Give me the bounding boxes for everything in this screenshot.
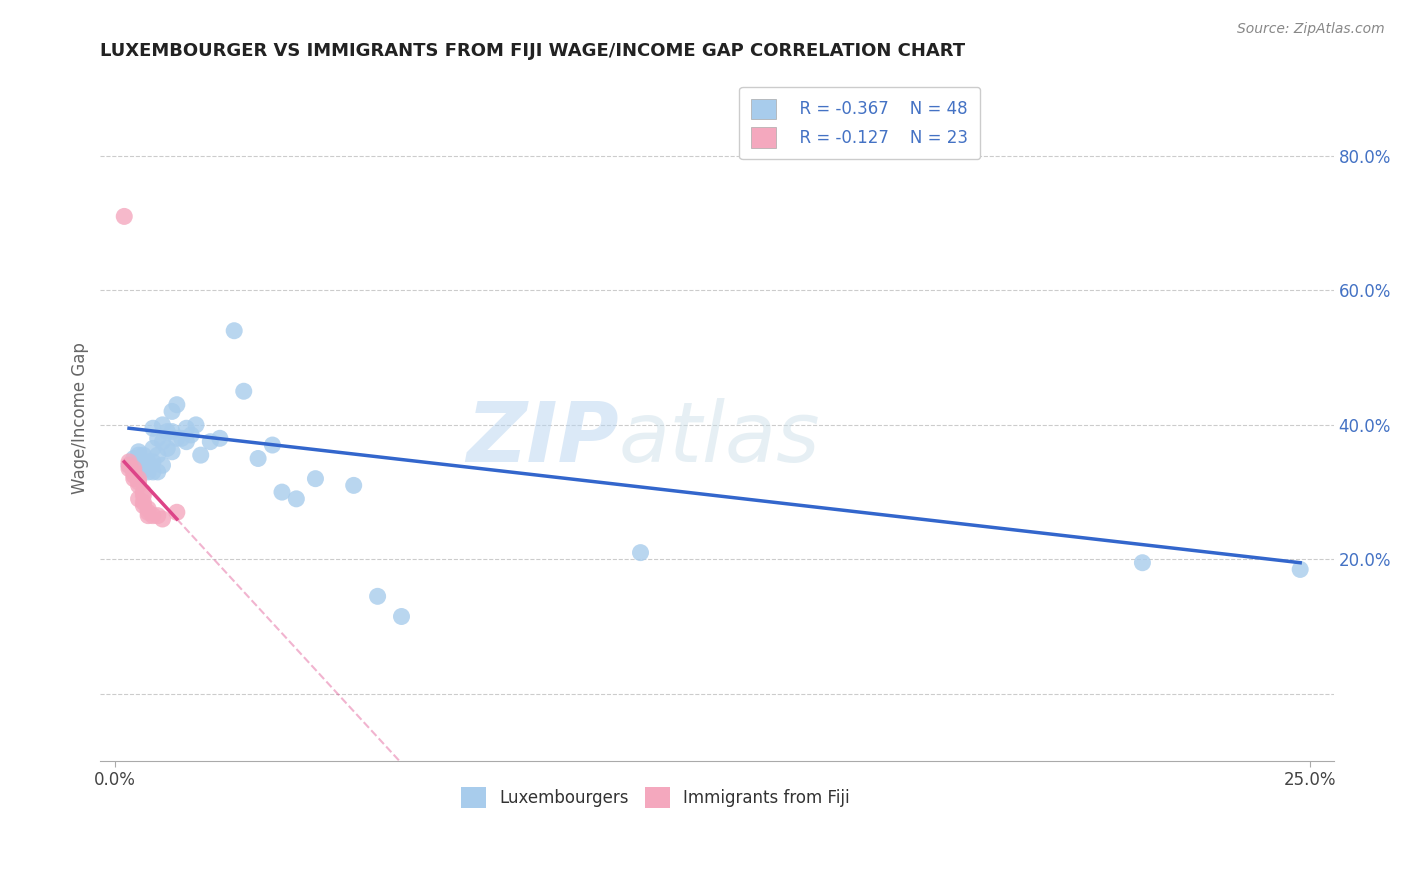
Point bbox=[152, 434, 174, 449]
Point bbox=[208, 431, 231, 445]
Point bbox=[128, 478, 150, 492]
Point bbox=[128, 444, 150, 458]
Point bbox=[136, 458, 159, 473]
Point bbox=[1132, 556, 1154, 570]
Point bbox=[132, 461, 155, 475]
Point bbox=[136, 508, 159, 523]
Point bbox=[630, 546, 652, 560]
Point bbox=[391, 609, 413, 624]
Legend: Luxembourgers, Immigrants from Fiji: Luxembourgers, Immigrants from Fiji bbox=[454, 780, 856, 814]
Point bbox=[156, 425, 179, 439]
Point bbox=[136, 502, 159, 516]
Text: Source: ZipAtlas.com: Source: ZipAtlas.com bbox=[1237, 22, 1385, 37]
Point bbox=[152, 512, 174, 526]
Point bbox=[128, 491, 150, 506]
Point bbox=[132, 499, 155, 513]
Point bbox=[122, 461, 145, 475]
Point bbox=[146, 448, 169, 462]
Point bbox=[166, 505, 188, 519]
Point bbox=[142, 421, 165, 435]
Point bbox=[160, 444, 183, 458]
Point bbox=[160, 425, 183, 439]
Text: ZIP: ZIP bbox=[465, 398, 619, 479]
Point bbox=[146, 465, 169, 479]
Point bbox=[122, 465, 145, 479]
Point bbox=[132, 488, 155, 502]
Point bbox=[118, 458, 141, 473]
Point bbox=[1289, 562, 1312, 576]
Point bbox=[112, 210, 135, 224]
Point bbox=[142, 465, 165, 479]
Point bbox=[118, 458, 141, 473]
Point bbox=[136, 461, 159, 475]
Point bbox=[304, 472, 326, 486]
Point bbox=[170, 431, 193, 445]
Point bbox=[122, 451, 145, 466]
Point bbox=[176, 434, 198, 449]
Point bbox=[262, 438, 284, 452]
Point bbox=[136, 465, 159, 479]
Point bbox=[367, 590, 389, 604]
Point bbox=[166, 398, 188, 412]
Point bbox=[156, 442, 179, 456]
Point bbox=[247, 451, 270, 466]
Point bbox=[200, 434, 222, 449]
Point bbox=[180, 428, 202, 442]
Point bbox=[285, 491, 308, 506]
Point bbox=[122, 468, 145, 483]
Point bbox=[128, 475, 150, 489]
Point bbox=[142, 455, 165, 469]
Point bbox=[176, 421, 198, 435]
Point bbox=[128, 448, 150, 462]
Point bbox=[132, 495, 155, 509]
Point bbox=[136, 505, 159, 519]
Point bbox=[152, 458, 174, 473]
Point bbox=[142, 442, 165, 456]
Y-axis label: Wage/Income Gap: Wage/Income Gap bbox=[72, 343, 89, 494]
Point bbox=[136, 455, 159, 469]
Point bbox=[128, 472, 150, 486]
Point bbox=[190, 448, 212, 462]
Text: LUXEMBOURGER VS IMMIGRANTS FROM FIJI WAGE/INCOME GAP CORRELATION CHART: LUXEMBOURGER VS IMMIGRANTS FROM FIJI WAG… bbox=[100, 42, 966, 60]
Point bbox=[146, 508, 169, 523]
Point bbox=[132, 485, 155, 500]
Point bbox=[271, 485, 294, 500]
Point bbox=[118, 461, 141, 475]
Point bbox=[122, 472, 145, 486]
Point bbox=[166, 431, 188, 445]
Point bbox=[343, 478, 366, 492]
Point bbox=[142, 508, 165, 523]
Point bbox=[224, 324, 246, 338]
Point bbox=[146, 431, 169, 445]
Point bbox=[118, 455, 141, 469]
Point bbox=[232, 384, 254, 399]
Point bbox=[152, 417, 174, 432]
Text: atlas: atlas bbox=[619, 398, 820, 479]
Point bbox=[160, 404, 183, 418]
Point bbox=[132, 448, 155, 462]
Point bbox=[184, 417, 207, 432]
